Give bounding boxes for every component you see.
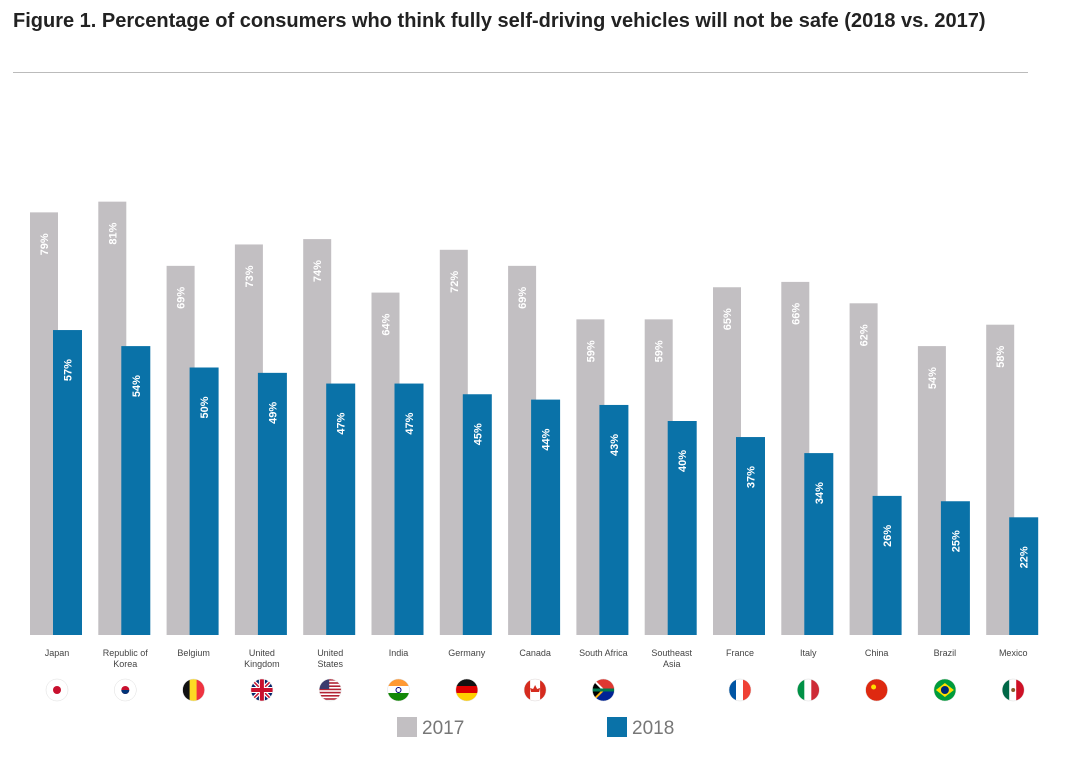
flag-india-icon	[387, 678, 410, 702]
legend-swatch-2018	[607, 717, 627, 737]
data-label: 59%	[585, 340, 597, 362]
flag-south-africa-icon	[592, 678, 615, 702]
flag-china-icon	[865, 678, 888, 702]
data-label: 54%	[131, 375, 143, 397]
category-label: Republic of Korea	[103, 648, 149, 669]
category-label: Belgium	[177, 648, 210, 658]
data-label: 43%	[609, 434, 621, 456]
category-label: India	[389, 648, 409, 658]
data-label: 37%	[746, 466, 758, 488]
data-label: 69%	[517, 287, 529, 309]
category-group: 65% 37% France	[713, 287, 765, 702]
category-label: Germany	[448, 648, 486, 658]
category-label: France	[726, 648, 754, 658]
category-label: South Africa	[579, 648, 628, 658]
data-label: 66%	[790, 303, 802, 325]
flag-united-kingdom-icon	[250, 678, 274, 702]
flag-france-icon	[728, 678, 752, 702]
data-label: 58%	[995, 345, 1007, 367]
legend: 2017 2018	[397, 717, 674, 739]
category-group: 79% 57% Japan	[30, 212, 82, 702]
category-label: Southeast Asia	[651, 648, 692, 669]
data-label: 34%	[814, 482, 826, 504]
category-group: 64% 47% India	[371, 292, 424, 702]
category-label: Italy	[800, 648, 817, 658]
category-group: 74% 47% United States	[303, 239, 356, 702]
data-label: 65%	[722, 308, 734, 330]
bar-2018	[121, 346, 151, 635]
category-group: 59% 43% South Africa	[576, 319, 629, 702]
data-label: 72%	[449, 271, 461, 293]
category-group: 62% 26% China	[849, 303, 902, 702]
data-label: 69%	[176, 287, 188, 309]
data-label: 47%	[404, 412, 416, 434]
category-group: 69% 50% Belgium	[166, 265, 219, 702]
flag-mexico-icon	[1001, 678, 1025, 702]
category-label: United Kingdom	[244, 648, 280, 669]
bar-2018	[53, 330, 82, 635]
category-group: 58% 22% Mexico	[986, 324, 1039, 702]
bar-2018	[804, 453, 834, 635]
chart-title: Figure 1. Percentage of consumers who th…	[13, 10, 986, 32]
data-label: 45%	[472, 423, 484, 445]
bar-2018	[599, 404, 629, 635]
legend-label: 2017	[422, 718, 464, 739]
bar-2018	[1009, 517, 1039, 635]
data-label: 74%	[312, 260, 324, 282]
data-label: 26%	[882, 525, 894, 547]
category-group: 72% 45% Germany	[439, 249, 492, 702]
category-label: Japan	[45, 648, 70, 658]
data-label: 64%	[381, 313, 393, 335]
bar-2018	[189, 367, 219, 635]
category-group: 54% 25% Brazil	[917, 346, 970, 702]
data-label: 49%	[267, 402, 279, 424]
category-group: 73% 49% United Kingdom	[234, 244, 287, 702]
data-label: 73%	[244, 265, 256, 287]
bar-2018	[394, 383, 424, 635]
data-label: 81%	[107, 222, 119, 244]
category-label: China	[865, 648, 889, 658]
flag-united-states-icon	[318, 678, 342, 702]
category-group: 81% 54% Republic of Korea	[98, 201, 151, 702]
category-label: Canada	[519, 648, 551, 658]
category-label: Brazil	[934, 648, 957, 658]
legend-label: 2018	[632, 718, 674, 739]
data-label: 44%	[541, 428, 553, 450]
category-label: United States	[317, 648, 343, 669]
bar-2018	[462, 394, 492, 635]
bar-2018	[940, 501, 970, 635]
data-label: 25%	[950, 530, 962, 552]
bar-2018	[326, 383, 356, 635]
flag-italy-icon	[797, 678, 820, 702]
data-label: 79%	[39, 233, 51, 255]
flag-brazil-icon	[933, 678, 957, 702]
category-group: 66% 34% Italy	[781, 281, 834, 702]
bar-2018	[531, 399, 561, 635]
data-label: 40%	[677, 450, 689, 472]
bar-2018	[667, 421, 697, 635]
flag-germany-icon	[455, 678, 479, 702]
data-label: 62%	[859, 324, 871, 346]
category-group: 69% 44% Canada	[508, 265, 561, 702]
data-label: 50%	[199, 396, 211, 418]
category-group: 59% 40% Southeast Asia	[644, 319, 697, 669]
bar-2018	[872, 495, 902, 635]
data-label: 47%	[336, 412, 348, 434]
bar-2018	[257, 372, 287, 635]
flag-south-korea-icon	[114, 678, 137, 702]
category-label: Mexico	[999, 648, 1028, 658]
flag-canada-icon	[523, 678, 547, 702]
legend-swatch-2017	[397, 717, 417, 737]
data-label: 59%	[654, 340, 666, 362]
bar-2018	[736, 437, 765, 635]
flag-belgium-icon	[182, 678, 205, 702]
data-label: 57%	[63, 359, 75, 381]
flag-japan-icon	[45, 678, 69, 702]
data-label: 54%	[927, 367, 939, 389]
data-label: 22%	[1019, 546, 1031, 568]
title-divider	[13, 72, 1028, 73]
